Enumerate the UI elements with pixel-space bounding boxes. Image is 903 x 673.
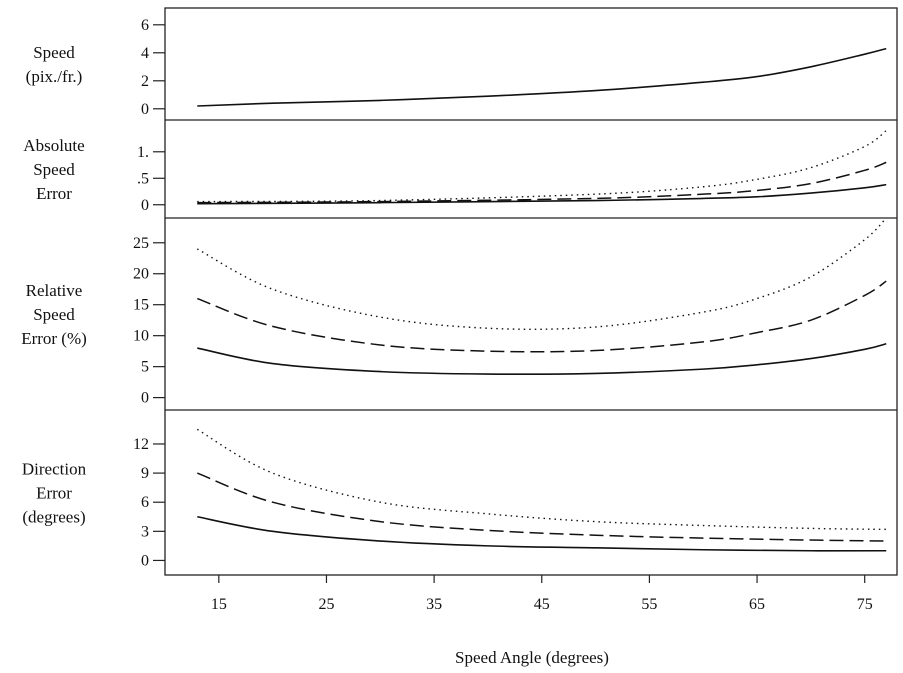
panel-label-line: Direction — [22, 460, 87, 479]
series-curve-dashed — [197, 472, 887, 542]
panel-label-line: Absolute — [23, 136, 84, 155]
y-tick-label: 6 — [141, 494, 149, 511]
x-tick-label: 45 — [534, 596, 550, 613]
y-tick-label: 1. — [137, 144, 149, 161]
y-tick-label: 20 — [133, 266, 149, 283]
y-tick-label: 4 — [141, 45, 149, 62]
y-tick-label: 15 — [133, 297, 149, 314]
x-axis-title: Speed Angle (degrees) — [455, 648, 609, 667]
x-tick-label: 55 — [641, 596, 657, 613]
series-curve-solid — [197, 342, 887, 376]
panel-label-line: Relative — [26, 281, 83, 300]
series-curve-dashed — [197, 161, 887, 204]
panel-label-line: Error — [36, 484, 72, 503]
y-tick-label: 10 — [133, 328, 149, 345]
axis-ticks — [153, 24, 866, 583]
plot-frames — [164, 7, 898, 576]
series-curve-dotted — [196, 428, 887, 531]
panel-label-line: Speed — [33, 160, 75, 179]
data-curves — [196, 47, 887, 552]
x-tick-label: 75 — [857, 596, 873, 613]
series-curve-dashed — [197, 280, 887, 353]
panel-label-line: Speed — [33, 43, 75, 62]
y-tick-label: .5 — [137, 170, 149, 187]
panel-label-line: Error (%) — [21, 329, 87, 348]
series-curve-solid — [197, 515, 887, 552]
panel-label-line: Error — [36, 184, 72, 203]
x-tick-label: 65 — [749, 596, 765, 613]
y-tick-label: 12 — [133, 436, 149, 453]
y-tick-label: 3 — [141, 523, 149, 540]
series-curve-dotted — [197, 130, 887, 203]
axis-labels: 0 2 4 6 Speed (pix./fr.) 0 .5 1. Absolute Speed Err… — [21, 17, 873, 613]
y-tick-label: 5 — [141, 359, 149, 376]
series-curve-solid — [197, 183, 887, 205]
y-tick-label: 25 — [133, 235, 149, 252]
y-tick-label: 6 — [141, 17, 149, 34]
panel-label-line: (degrees) — [22, 508, 85, 527]
y-tick-label: 0 — [141, 552, 149, 569]
y-tick-label: 0 — [141, 197, 149, 214]
y-tick-label: 2 — [141, 73, 149, 90]
panel-label-line: (pix./fr.) — [26, 67, 83, 86]
series-curve-dotted — [196, 217, 887, 330]
panel-label-line: Speed — [33, 305, 75, 324]
x-tick-label: 15 — [211, 596, 227, 613]
series-curve-solid — [197, 47, 887, 107]
y-tick-label: 9 — [141, 465, 149, 482]
x-tick-label: 35 — [426, 596, 442, 613]
y-tick-label: 0 — [141, 101, 149, 118]
y-tick-label: 0 — [141, 390, 149, 407]
x-tick-label: 25 — [318, 596, 334, 613]
outer-plot-frame — [164, 7, 898, 576]
